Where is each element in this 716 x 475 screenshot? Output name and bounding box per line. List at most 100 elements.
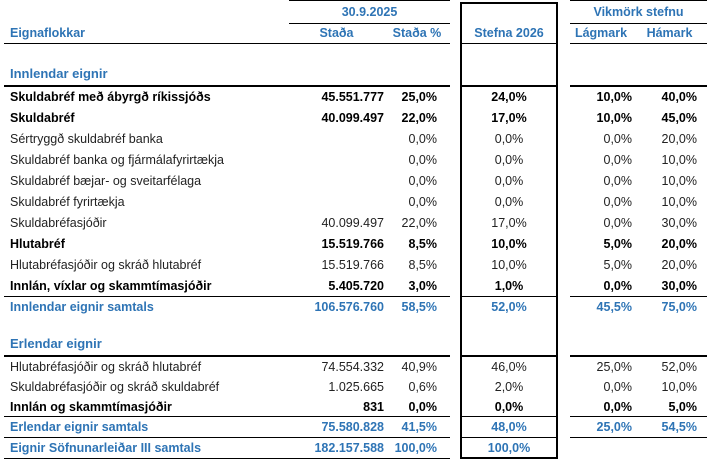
cell-stefna-2026: 48,0% xyxy=(460,417,558,438)
cell-stefna-2026: 0,0% xyxy=(494,132,524,146)
column-header-stefna-2026: Stefna 2026 xyxy=(460,24,558,44)
cell-stada xyxy=(289,334,384,357)
cell-hamark: 30,0% xyxy=(661,216,697,230)
cell-stada xyxy=(289,171,384,192)
cell-stada xyxy=(289,192,384,213)
cell-lagmark: 0,0% xyxy=(603,153,633,167)
cell-hamark xyxy=(632,438,707,459)
cell-lagmark: 0,0% xyxy=(570,276,632,297)
cell-label: Erlendar eignir xyxy=(4,334,289,357)
cell-lagmark xyxy=(570,438,632,459)
cell-stada-pct: 22,0% xyxy=(401,111,437,125)
cell-stada: 182.157.588 xyxy=(289,438,384,459)
column-header-stada: Staða xyxy=(289,24,384,44)
cell-hamark: 20,0% xyxy=(661,132,697,146)
cell-lagmark: 25,0% xyxy=(570,417,632,438)
cell-lagmark xyxy=(570,334,632,357)
cell-hamark: 10,0% xyxy=(661,380,697,394)
cell-stada: 1.025.665 xyxy=(328,380,384,394)
cell-stada: 74.554.332 xyxy=(321,360,384,374)
cell-lagmark xyxy=(570,64,632,87)
cell-lagmark: 5,0% xyxy=(603,258,633,272)
cell-hamark: 5,0% xyxy=(632,397,707,417)
table-row: Innlendar eignir samtals 106.576.760 58,… xyxy=(0,297,716,318)
cell-stada: 831 xyxy=(289,397,384,417)
table-row: Skuldabréfasjóðir og skráð skuldabréf 1.… xyxy=(0,377,716,397)
cell-stada: 75.580.828 xyxy=(289,417,384,438)
cell-hamark: 20,0% xyxy=(661,258,697,272)
cell-lagmark: 45,5% xyxy=(596,300,632,314)
cell-lagmark: 5,0% xyxy=(603,237,633,251)
cell-hamark: 45,0% xyxy=(661,111,697,125)
column-header-stada-pct: Staða % xyxy=(384,24,450,44)
table-row: Hlutabréfasjóðir og skráð hlutabréf 74.5… xyxy=(0,357,716,377)
cell-stada-pct: 41,5% xyxy=(384,417,450,438)
cell-hamark: 10,0% xyxy=(661,174,697,188)
cell-stada-pct: 3,0% xyxy=(384,276,450,297)
cell-stada-pct: 25,0% xyxy=(401,90,437,104)
cell-stada xyxy=(289,129,384,150)
cell-lagmark: 10,0% xyxy=(596,90,632,104)
cell-stada-pct: 8,5% xyxy=(408,258,438,272)
table-row: Innlán, víxlar og skammtímasjóðir 5.405.… xyxy=(0,276,716,297)
cell-stada-pct: 100,0% xyxy=(384,438,450,459)
cell-label: Skuldabréf fyrirtækja xyxy=(10,195,125,209)
cell-stefna-2026: 0,0% xyxy=(494,153,524,167)
cell-stada: 40.099.497 xyxy=(321,216,384,230)
cell-stada-pct: 0,6% xyxy=(408,380,438,394)
cell-stefna-2026: 46,0% xyxy=(491,360,527,374)
cell-label: Skuldabréf bæjar- og sveitarfélaga xyxy=(10,174,202,188)
column-header-eignaflokkar: Eignaflokkar xyxy=(4,24,289,44)
table-row: Eignir Söfnunarleiðar III samtals 182.15… xyxy=(0,438,716,459)
cell-stada: 106.576.760 xyxy=(314,300,384,314)
header-group-empty xyxy=(4,0,289,24)
table-header-columns: Eignaflokkar Staða Staða % Stefna 2026 L… xyxy=(0,24,716,44)
cell-label: Innlendar eignir xyxy=(4,64,289,87)
header-group-vikmork: Vikmörk stefnu xyxy=(570,0,707,24)
cell-lagmark: 25,0% xyxy=(596,360,632,374)
cell-hamark: 20,0% xyxy=(661,237,697,251)
cell-hamark: 10,0% xyxy=(661,153,697,167)
cell-stada-pct: 0,0% xyxy=(384,397,450,417)
cell-label: Innlán og skammtímasjóðir xyxy=(4,397,289,417)
cell-label: Skuldabréfasjóðir xyxy=(10,216,107,230)
cell-stefna-2026: 24,0% xyxy=(491,90,527,104)
cell-label: Hlutabréf xyxy=(10,237,65,251)
cell-lagmark: 0,0% xyxy=(603,174,633,188)
cell-stefna-2026: 0,0% xyxy=(494,195,524,209)
table-row: Innlendar eignir xyxy=(0,64,716,87)
cell-stada-pct: 0,0% xyxy=(408,195,438,209)
cell-hamark: 40,0% xyxy=(661,90,697,104)
cell-stada: 40.099.497 xyxy=(321,111,384,125)
cell-stefna-2026: 17,0% xyxy=(491,216,527,230)
cell-stada: 45.551.777 xyxy=(321,90,384,104)
cell-stada-pct: 8,5% xyxy=(408,237,438,251)
table-row: Hlutabréf 15.519.766 8,5% 10,0% 5,0% 20,… xyxy=(0,234,716,255)
cell-stada xyxy=(289,64,384,87)
table-row: Skuldabréf banka og fjármálafyrirtækja 0… xyxy=(0,150,716,171)
table-row: Sértryggð skuldabréf banka 0,0% 0,0% 0,0… xyxy=(0,129,716,150)
cell-stefna-2026: 2,0% xyxy=(494,380,524,394)
cell-stada-pct xyxy=(384,64,450,87)
table-row: Skuldabréf fyrirtækja 0,0% 0,0% 0,0% 10,… xyxy=(0,192,716,213)
table-row: Skuldabréf 40.099.497 22,0% 17,0% 10,0% … xyxy=(0,108,716,129)
cell-label: Innlendar eignir samtals xyxy=(10,300,154,314)
cell-stada xyxy=(289,150,384,171)
cell-stada-pct: 0,0% xyxy=(408,153,438,167)
cell-stefna-2026: 10,0% xyxy=(491,258,527,272)
cell-stada-pct: 0,0% xyxy=(408,132,438,146)
cell-stada-pct: 22,0% xyxy=(401,216,437,230)
column-header-hamark: Hámark xyxy=(632,24,707,44)
cell-label: Hlutabréfasjóðir og skráð hlutabréf xyxy=(10,258,202,272)
cell-lagmark: 0,0% xyxy=(570,397,632,417)
cell-stefna-2026: 1,0% xyxy=(460,276,558,297)
table-row: Skuldabréfasjóðir 40.099.497 22,0% 17,0%… xyxy=(0,213,716,234)
table-header-groups: 30.9.2025 Vikmörk stefnu xyxy=(0,0,716,24)
cell-label: Eignir Söfnunarleiðar III samtals xyxy=(4,438,289,459)
cell-stefna-2026: 17,0% xyxy=(491,111,527,125)
cell-label: Erlendar eignir samtals xyxy=(4,417,289,438)
cell-hamark xyxy=(632,64,707,87)
cell-hamark xyxy=(632,334,707,357)
cell-stada-pct: 0,0% xyxy=(408,174,438,188)
